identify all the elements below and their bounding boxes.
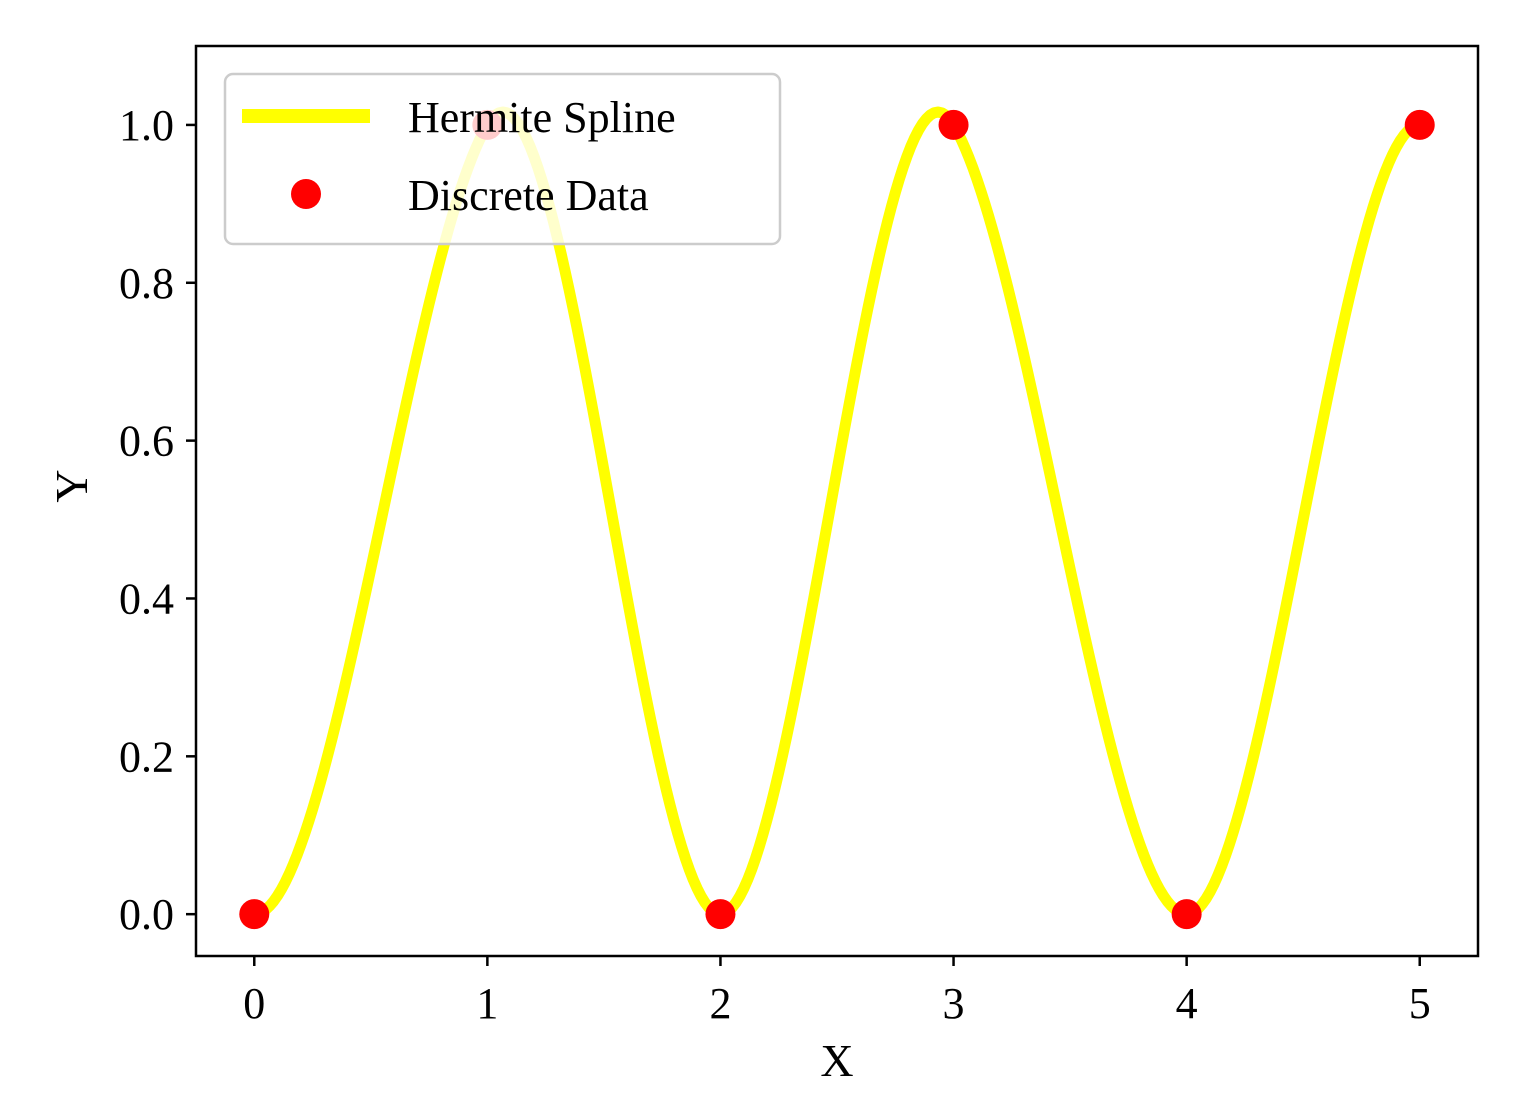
legend: Hermite Spline Discrete Data bbox=[223, 72, 782, 246]
x-tick-label: 0 bbox=[243, 979, 265, 1028]
x-axis-label: X bbox=[820, 1035, 853, 1086]
x-tick-label: 3 bbox=[943, 979, 965, 1028]
y-tick-label: 0.4 bbox=[119, 574, 174, 623]
y-tick-label: 0.8 bbox=[119, 259, 174, 308]
data-point bbox=[705, 899, 736, 930]
x-tick-label: 4 bbox=[1176, 979, 1198, 1028]
x-tick-label: 1 bbox=[476, 979, 498, 1028]
data-point bbox=[1171, 899, 1202, 930]
data-point bbox=[938, 109, 969, 140]
data-point bbox=[239, 899, 270, 930]
y-axis-label: Y bbox=[46, 469, 97, 502]
data-point bbox=[1404, 109, 1435, 140]
legend-label-hermite-spline: Hermite Spline bbox=[408, 93, 676, 142]
y-tick-label: 1.0 bbox=[119, 101, 174, 150]
x-tick-label: 2 bbox=[709, 979, 731, 1028]
y-tick-label: 0.6 bbox=[119, 417, 174, 466]
legend-swatch-discrete-data bbox=[291, 179, 321, 209]
x-tick-label: 5 bbox=[1409, 979, 1431, 1028]
y-ticks: 0.0 0.2 0.4 0.6 0.8 1.0 bbox=[119, 101, 196, 939]
y-tick-label: 0.0 bbox=[119, 890, 174, 939]
marker-layer bbox=[239, 109, 1435, 930]
x-ticks: 0 1 2 3 4 5 bbox=[243, 956, 1431, 1028]
axes-frame bbox=[194, 44, 1480, 958]
y-tick-label: 0.2 bbox=[119, 732, 174, 781]
legend-label-discrete-data: Discrete Data bbox=[408, 171, 649, 220]
